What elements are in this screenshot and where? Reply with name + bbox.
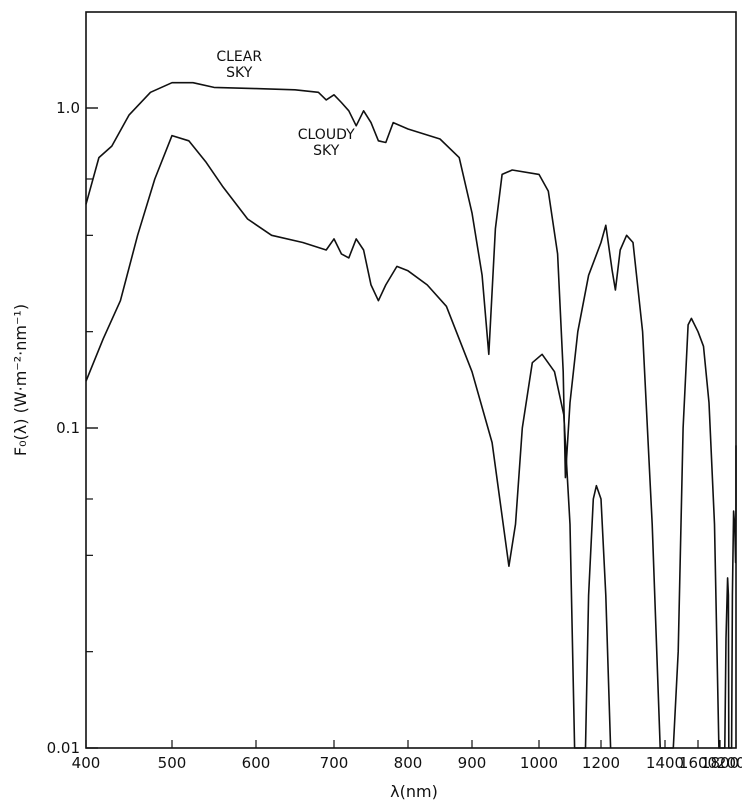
series-line-clear-sky [85,81,737,749]
x-tick-label: 1800 [701,754,739,772]
x-tick-label: 1400 [646,754,684,772]
series-line-cloudy-sky [85,134,612,749]
x-tick-label: 2000 [717,754,742,772]
plot-frame [85,11,737,749]
x-tick-label: 1000 [520,754,558,772]
x-axis-title: λ(nm) [390,782,438,801]
x-axis-ticks: 400 500 600 700 800 900 1000 1200 14001600180020… [72,740,742,772]
x-tick-label: 400 [72,754,101,772]
y-tick-label: 0.01 [47,739,80,757]
y-tick-label: 1.0 [56,99,80,117]
y-axis-title: F₀(λ) (W·m⁻²·nm⁻¹) [11,304,30,456]
series-label-clear-sky: CLEAR SKY [216,49,262,81]
series-labels: CLEAR SKY CLOUDY SKY [216,49,355,159]
x-tick-label: 800 [394,754,423,772]
x-tick-label: 900 [458,754,487,772]
x-tick-label: 600 [242,754,271,772]
y-tick-label: 0.1 [56,419,80,437]
series-curves [85,81,737,749]
x-tick-label: 500 [158,754,187,772]
x-tick-label: 1600 [679,754,717,772]
y-axis-ticks: 0.01 0.1 1.0 [47,99,98,757]
series-label-cloudy-sky: CLOUDY SKY [298,127,355,159]
x-tick-label: 700 [320,754,349,772]
x-tick-label: 1200 [582,754,620,772]
